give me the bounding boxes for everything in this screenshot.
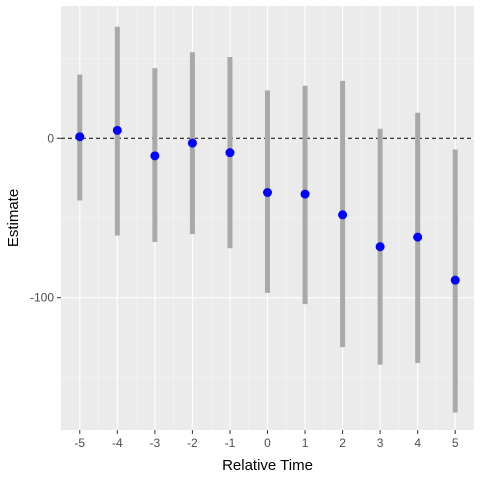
x-tick-label: -3 — [150, 436, 161, 450]
x-tick-label: 0 — [264, 436, 271, 450]
estimate-point — [338, 210, 348, 220]
estimate-point — [413, 232, 423, 242]
x-tick-label: 3 — [377, 436, 384, 450]
x-tick-label: -4 — [112, 436, 123, 450]
x-tick-label: -2 — [187, 436, 198, 450]
estimate-point — [300, 189, 310, 199]
y-tick-label: -100 — [30, 291, 54, 305]
x-tick-label: 1 — [302, 436, 309, 450]
x-tick-label: 5 — [452, 436, 459, 450]
y-axis-title: Estimate — [5, 189, 22, 247]
x-axis: -5 -4 -3 -2 -1 0 1 2 3 4 5 — [74, 430, 459, 450]
estimate-point — [75, 132, 85, 142]
estimate-point — [263, 187, 272, 197]
estimate-point — [112, 125, 122, 135]
estimate-point — [375, 242, 385, 252]
x-tick-label: 4 — [414, 436, 421, 450]
estimate-points — [75, 125, 460, 285]
x-tick-label: -5 — [74, 436, 85, 450]
y-tick-label: 0 — [47, 131, 54, 145]
estimate-point — [187, 138, 197, 148]
estimate-point — [150, 151, 160, 161]
estimate-point — [225, 148, 235, 158]
estimate-point — [450, 275, 460, 285]
x-tick-label: 2 — [339, 436, 346, 450]
y-axis: 0 -100 — [30, 131, 61, 305]
x-tick-label: -1 — [225, 436, 236, 450]
x-axis-title: Relative Time — [222, 457, 313, 474]
